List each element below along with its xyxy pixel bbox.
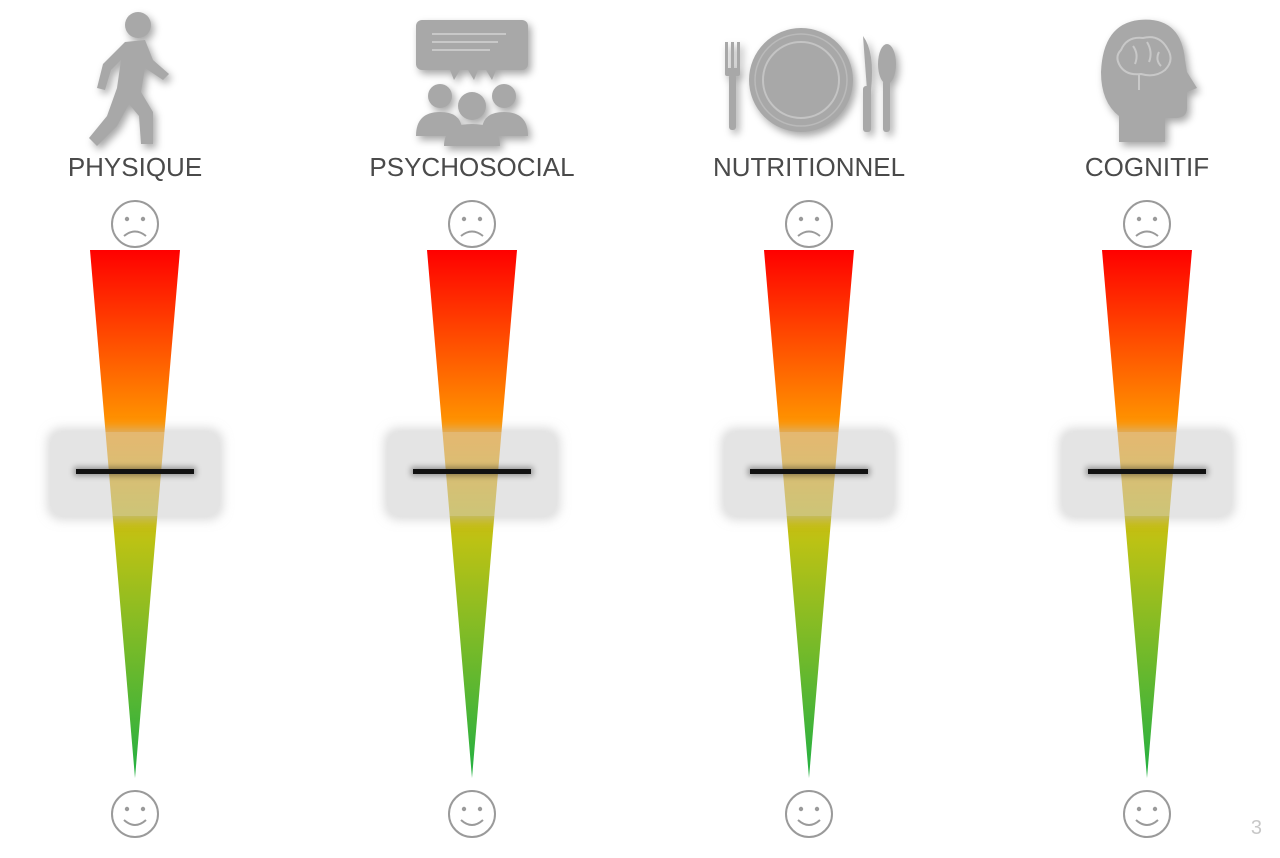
domain-column-cognitif: COGNITIF xyxy=(997,0,1280,858)
page-number: 3 xyxy=(1250,817,1262,839)
head-brain-icon xyxy=(1101,19,1197,143)
sad-face-icon xyxy=(785,200,833,248)
level-marker-line xyxy=(76,469,194,474)
happy-face-icon xyxy=(448,790,496,838)
group-discussion-icon xyxy=(416,20,528,146)
domain-column-physique: PHYSIQUE xyxy=(0,0,285,858)
level-marker[interactable] xyxy=(388,432,556,516)
happy-face-icon xyxy=(111,790,159,838)
level-marker-line xyxy=(750,469,868,474)
level-marker-line xyxy=(413,469,531,474)
domain-label: COGNITIF xyxy=(1084,152,1210,182)
sad-face-icon xyxy=(448,200,496,248)
sad-face-icon xyxy=(1123,200,1171,248)
walking-person-icon xyxy=(89,12,169,146)
happy-face-icon xyxy=(785,790,833,838)
domain-label: NUTRITIONNEL xyxy=(712,152,906,182)
happy-face-icon xyxy=(1123,790,1171,838)
level-marker-line xyxy=(1088,469,1206,474)
domain-column-psychosocial: PSYCHOSOCIAL xyxy=(322,0,622,858)
domain-column-nutritionnel: NUTRITIONNEL xyxy=(659,0,959,858)
domain-label: PSYCHOSOCIAL xyxy=(369,152,575,182)
domain-label: PHYSIQUE xyxy=(67,152,203,182)
level-marker[interactable] xyxy=(1063,432,1231,516)
sad-face-icon xyxy=(111,200,159,248)
plate-cutlery-icon xyxy=(725,28,896,132)
level-marker[interactable] xyxy=(725,432,893,516)
level-marker[interactable] xyxy=(51,432,219,516)
